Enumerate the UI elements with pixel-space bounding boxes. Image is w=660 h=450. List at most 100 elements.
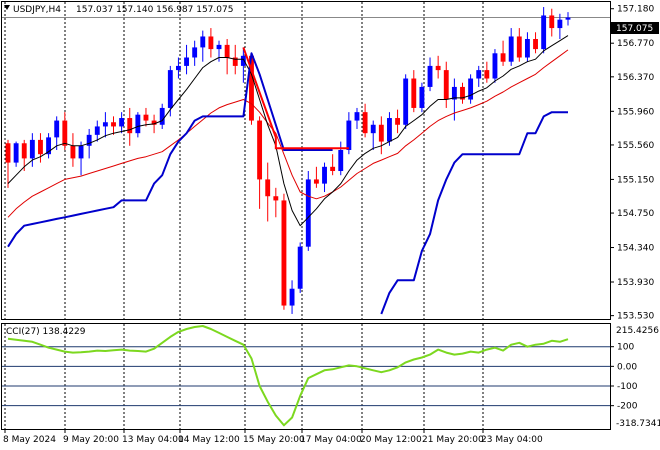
candle-body bbox=[427, 65, 433, 87]
candle-body bbox=[468, 78, 474, 100]
candle-body bbox=[159, 107, 165, 125]
candle-body bbox=[127, 118, 133, 134]
time-axis-label: 20 May 12:00 bbox=[360, 435, 422, 445]
candle-body bbox=[443, 70, 449, 100]
time-axis-label: 23 May 04:00 bbox=[481, 435, 543, 445]
cci-axis-label: 0.00 bbox=[617, 362, 637, 372]
candle-body bbox=[151, 120, 157, 125]
candle-body bbox=[451, 86, 457, 100]
candle-body bbox=[403, 78, 409, 125]
candle-body bbox=[38, 139, 43, 155]
time-axis-label: 17 May 04:00 bbox=[300, 435, 362, 445]
price-axis-label: 153.930 bbox=[617, 278, 654, 288]
resistance-step-line bbox=[242, 47, 349, 150]
candle-body bbox=[224, 44, 230, 58]
candle-body bbox=[21, 143, 27, 159]
candle-body bbox=[524, 38, 530, 58]
time-axis-label: 13 May 04:00 bbox=[122, 435, 184, 445]
candle-body bbox=[541, 15, 547, 50]
time-axis-label: 8 May 2024 bbox=[3, 435, 56, 445]
candle-body bbox=[508, 36, 514, 62]
price-axis-label: 154.340 bbox=[617, 244, 654, 254]
candle-body bbox=[565, 17, 571, 20]
candle-body bbox=[13, 143, 19, 163]
candle-body bbox=[289, 288, 295, 306]
candle-body bbox=[78, 145, 84, 159]
candle-body bbox=[143, 114, 149, 121]
price-axis-label: 156.770 bbox=[617, 39, 654, 49]
collapse-triangle-icon[interactable] bbox=[4, 5, 10, 10]
candle-body bbox=[232, 57, 238, 66]
cci-max-tag: 215.4256 bbox=[611, 324, 659, 336]
price-axis-label: 157.180 bbox=[617, 5, 654, 15]
candle-body bbox=[119, 118, 125, 127]
candle-body bbox=[111, 122, 116, 127]
candle-body bbox=[330, 166, 336, 172]
candle-body bbox=[378, 124, 384, 142]
candle-body bbox=[135, 114, 141, 134]
candle-body bbox=[322, 166, 327, 184]
ema-slow-line bbox=[7, 49, 569, 218]
candle-body bbox=[297, 246, 303, 289]
candle-body bbox=[86, 134, 92, 146]
candle-body bbox=[167, 70, 173, 108]
candle-body bbox=[192, 47, 198, 58]
candle-body bbox=[354, 112, 360, 121]
price-axis-label: 155.150 bbox=[617, 175, 654, 185]
candle-body bbox=[54, 120, 60, 138]
candle-body bbox=[460, 86, 465, 100]
candle-body bbox=[249, 55, 254, 121]
candle-body bbox=[265, 179, 271, 197]
candle-body bbox=[200, 36, 206, 48]
candle-body bbox=[500, 53, 506, 62]
price-axis-label: 155.560 bbox=[617, 141, 654, 151]
candle-body bbox=[411, 78, 417, 108]
price-axis-label: 153.530 bbox=[617, 312, 654, 322]
candle-body bbox=[70, 145, 76, 159]
candle-body bbox=[184, 57, 189, 66]
candle-body bbox=[29, 139, 35, 159]
cci-title: CCI(27) 138.4229 bbox=[6, 327, 86, 337]
candle-body bbox=[419, 86, 425, 108]
candle-body bbox=[5, 143, 11, 163]
candle-body bbox=[62, 120, 68, 146]
candle-body bbox=[533, 38, 538, 50]
candle-body bbox=[549, 15, 555, 29]
cci-line bbox=[7, 325, 569, 427]
candle-body bbox=[362, 112, 368, 134]
candle-body bbox=[492, 53, 498, 79]
candle-body bbox=[435, 65, 441, 71]
candle-body bbox=[313, 179, 319, 184]
candle-body bbox=[46, 137, 52, 155]
symbol-header: USDJPY,H4 157.037 157.140 156.987 157.07… bbox=[4, 5, 233, 15]
time-axis-label: 15 May 20:00 bbox=[243, 435, 305, 445]
ema-fast-line bbox=[7, 35, 569, 227]
cci-axis-label: 100 bbox=[617, 343, 634, 353]
candle-body bbox=[370, 124, 376, 134]
candle-body bbox=[476, 70, 482, 79]
cci-axis-label: -200 bbox=[617, 402, 638, 412]
current-price-tag: 157.075 bbox=[611, 22, 659, 34]
current-price-label: 157.075 bbox=[616, 24, 653, 34]
candle-body bbox=[387, 118, 392, 142]
candle-body bbox=[102, 122, 108, 127]
candle-body bbox=[94, 126, 100, 135]
symbol-label: USDJPY,H4 bbox=[13, 5, 61, 15]
candle-body bbox=[176, 65, 181, 71]
price-axis-label: 154.750 bbox=[617, 209, 654, 219]
price-axis-label: 156.370 bbox=[617, 73, 654, 83]
time-axis-label: 9 May 20:00 bbox=[63, 435, 119, 445]
cci-axis-label: -100 bbox=[617, 382, 638, 392]
cci-top-value: 215.4256 bbox=[616, 326, 659, 336]
cci-panel[interactable] bbox=[1, 323, 611, 430]
candle-body bbox=[338, 149, 344, 172]
candle-body bbox=[208, 36, 214, 50]
price-axis-label: 155.960 bbox=[617, 107, 654, 117]
candle-body bbox=[281, 200, 287, 306]
time-axis-label: 14 May 12:00 bbox=[178, 435, 240, 445]
cci-bottom-value: -318.7341 bbox=[616, 419, 660, 429]
candle-body bbox=[240, 55, 246, 66]
candle-body bbox=[257, 120, 263, 180]
candle-body bbox=[305, 179, 311, 247]
